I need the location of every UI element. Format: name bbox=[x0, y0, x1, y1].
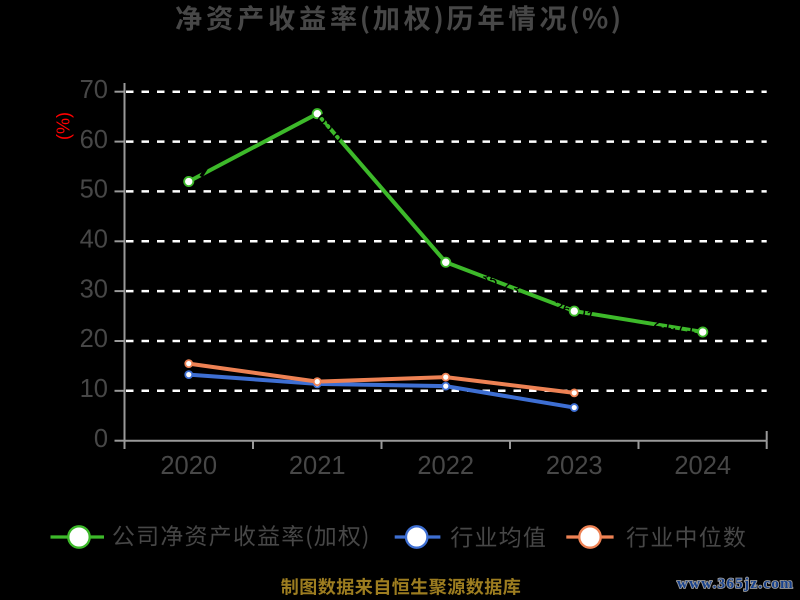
svg-text:60: 60 bbox=[80, 126, 108, 154]
svg-text:2022: 2022 bbox=[417, 452, 474, 480]
svg-text:www.365jz.com: www.365jz.com bbox=[677, 576, 794, 592]
svg-text:20: 20 bbox=[80, 325, 108, 353]
svg-text:10: 10 bbox=[80, 375, 108, 403]
svg-text:70: 70 bbox=[80, 76, 108, 104]
svg-text:2020: 2020 bbox=[160, 452, 217, 480]
svg-text:(%): (%) bbox=[53, 112, 73, 140]
svg-text:50: 50 bbox=[80, 176, 108, 204]
svg-text:2024: 2024 bbox=[674, 452, 731, 480]
svg-text:40: 40 bbox=[80, 226, 108, 254]
svg-text:30: 30 bbox=[80, 275, 108, 303]
svg-text:2023: 2023 bbox=[546, 452, 603, 480]
svg-text:0: 0 bbox=[94, 425, 108, 453]
svg-text:2021: 2021 bbox=[289, 452, 346, 480]
